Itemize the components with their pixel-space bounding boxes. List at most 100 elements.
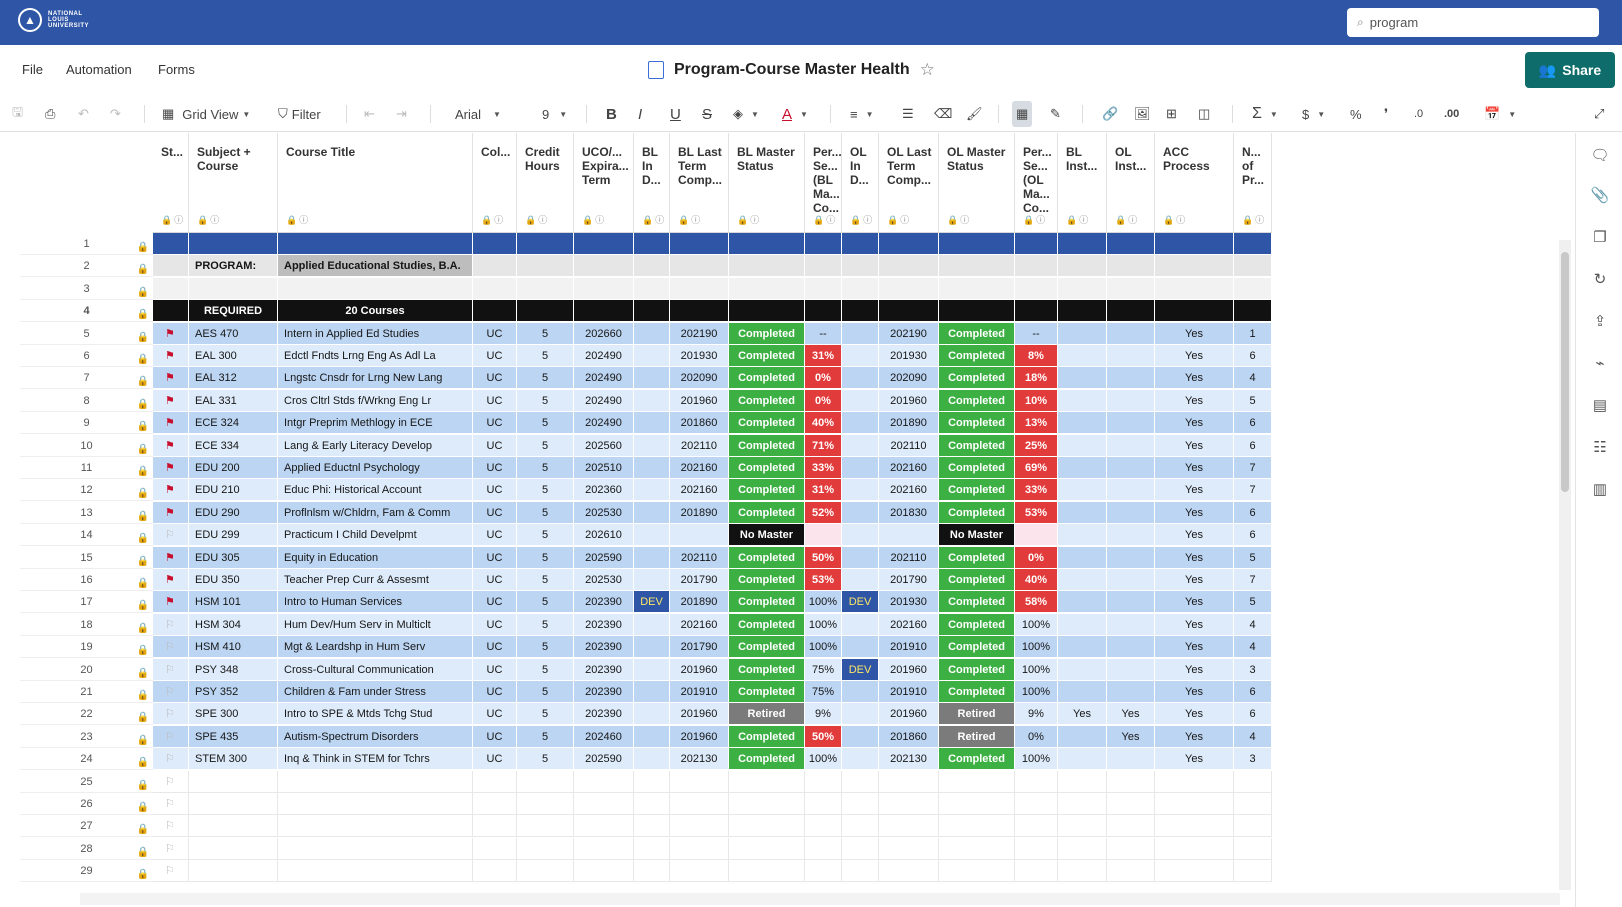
cell-olmaster[interactable]: Completed xyxy=(939,546,1015,569)
cell-perbl[interactable]: 0% xyxy=(805,367,842,390)
cell-olin[interactable] xyxy=(842,322,879,345)
row-number[interactable]: 28 🔒 xyxy=(20,838,153,860)
link-icon[interactable]: 🔗 xyxy=(1102,106,1119,121)
highlight-icon[interactable]: ✎ xyxy=(1050,106,1061,121)
cell-acc[interactable] xyxy=(1155,300,1234,323)
cell-perbl[interactable]: 75% xyxy=(805,658,842,681)
cell-credit[interactable]: 5 xyxy=(517,524,574,547)
cell-blin[interactable] xyxy=(634,501,670,524)
cell-olmaster[interactable] xyxy=(939,277,1015,300)
cell-credit[interactable]: 5 xyxy=(517,546,574,569)
empty-flag-icon[interactable]: ⚐ xyxy=(153,681,189,703)
cell-bllast[interactable]: 202160 xyxy=(670,457,729,479)
cell-num[interactable] xyxy=(1234,277,1272,300)
row-number[interactable]: 1 🔒 xyxy=(20,233,153,255)
cell-ollast[interactable] xyxy=(879,255,939,278)
cell-subject[interactable]: PSY 352 xyxy=(189,681,278,703)
cell-credit[interactable] xyxy=(517,255,574,278)
cell-subject[interactable]: PROGRAM: xyxy=(189,255,278,278)
cell-ollast[interactable]: 201930 xyxy=(879,345,939,367)
cell-num[interactable]: 6 xyxy=(1234,703,1272,726)
filter-button[interactable]: ⛉ Filter xyxy=(278,96,321,132)
print-icon[interactable]: ⎙ xyxy=(45,106,56,121)
cell-olin[interactable] xyxy=(842,524,879,547)
cell-acc[interactable]: Yes xyxy=(1155,524,1234,547)
row-number[interactable]: 27 🔒 xyxy=(20,815,153,838)
row-number[interactable]: 21 🔒 xyxy=(20,681,153,703)
publish-icon[interactable]: ⇪ xyxy=(1593,313,1607,330)
cell-blin[interactable] xyxy=(634,569,670,591)
cell-uco[interactable]: 202530 xyxy=(574,569,634,591)
cell-perbl[interactable] xyxy=(805,233,842,255)
save-icon[interactable]: 🖫 xyxy=(12,104,24,119)
cell-credit[interactable] xyxy=(517,277,574,300)
cell-num[interactable]: 5 xyxy=(1234,389,1272,412)
cell-ollast[interactable] xyxy=(879,860,939,883)
cell-uco[interactable]: 202590 xyxy=(574,748,634,771)
cell-bllast[interactable]: 201960 xyxy=(670,725,729,748)
row-number[interactable]: 25 🔒 xyxy=(20,771,153,793)
cell-olinst[interactable] xyxy=(1107,300,1155,323)
cell-subject[interactable]: HSM 410 xyxy=(189,636,278,659)
cell-olin[interactable] xyxy=(842,345,879,367)
cell-olin[interactable] xyxy=(842,277,879,300)
cell-olin[interactable] xyxy=(842,255,879,278)
document-title[interactable]: Program-Course Master Health xyxy=(674,61,910,78)
cell-bllast[interactable] xyxy=(670,793,729,815)
bold-icon[interactable]: B xyxy=(606,105,617,123)
cell-perbl[interactable] xyxy=(805,300,842,323)
cell-col[interactable]: UC xyxy=(473,613,517,636)
cell-col[interactable] xyxy=(473,793,517,815)
cell-subject[interactable]: EAL 300 xyxy=(189,345,278,367)
cell-uco[interactable]: 202390 xyxy=(574,703,634,726)
row-number[interactable]: 16 🔒 xyxy=(20,569,153,591)
red-flag-icon[interactable]: ⚑ xyxy=(153,412,189,435)
cell-olin[interactable] xyxy=(842,748,879,771)
attachments-icon[interactable]: 📎 xyxy=(1590,187,1610,204)
cell-credit[interactable]: 5 xyxy=(517,389,574,412)
cell-st[interactable] xyxy=(153,255,189,278)
cell-blmaster[interactable] xyxy=(729,233,805,255)
cell-ollast[interactable]: 201790 xyxy=(879,569,939,591)
cell-title[interactable]: Inq & Think in STEM for Tchrs xyxy=(278,748,473,771)
cell-blmaster[interactable] xyxy=(729,837,805,860)
cell-olin[interactable] xyxy=(842,569,879,591)
favorite-star-icon[interactable]: ☆ xyxy=(919,60,935,79)
eraser-icon[interactable]: ⌫ xyxy=(934,106,953,121)
column-header-bllast[interactable]: BL Last Term Comp... 🔒ⓘ xyxy=(670,133,729,233)
empty-flag-icon[interactable]: ⚐ xyxy=(153,725,189,748)
cell-bllast[interactable]: 201890 xyxy=(670,501,729,524)
cell-blin[interactable]: DEV xyxy=(634,591,670,614)
cell-subject[interactable] xyxy=(189,770,278,793)
cell-perbl[interactable]: 50% xyxy=(805,546,842,569)
share-button[interactable]: 👥 Share xyxy=(1525,52,1615,88)
cell-olin[interactable] xyxy=(842,233,879,255)
cell-num[interactable]: 4 xyxy=(1234,613,1272,636)
cell-blinst[interactable] xyxy=(1058,322,1107,345)
cell-perol[interactable] xyxy=(1015,815,1058,838)
grid-view-dropdown[interactable]: ▦ Grid View ▼ xyxy=(162,96,250,132)
cell-num[interactable]: 4 xyxy=(1234,725,1272,748)
cell-blinst[interactable] xyxy=(1058,569,1107,591)
cell-col[interactable] xyxy=(473,860,517,883)
cell-ollast[interactable]: 202110 xyxy=(879,546,939,569)
cell-title[interactable]: Cross-Cultural Communication xyxy=(278,658,473,681)
red-flag-icon[interactable]: ⚑ xyxy=(153,546,189,569)
cell-credit[interactable] xyxy=(517,793,574,815)
red-flag-icon[interactable]: ⚑ xyxy=(153,434,189,457)
cell-blin[interactable] xyxy=(634,277,670,300)
cell-blmaster[interactable] xyxy=(729,770,805,793)
cell-subject[interactable]: EDU 290 xyxy=(189,501,278,524)
cell-title[interactable]: Hum Dev/Hum Serv in Multiclt xyxy=(278,613,473,636)
cell-olmaster[interactable]: Retired xyxy=(939,703,1015,726)
cell-olin[interactable]: DEV xyxy=(842,658,879,681)
cell-perbl[interactable] xyxy=(805,277,842,300)
cell-acc[interactable] xyxy=(1155,233,1234,255)
cell-subject[interactable] xyxy=(189,815,278,838)
red-flag-icon[interactable]: ⚑ xyxy=(153,367,189,390)
empty-flag-icon[interactable]: ⚐ xyxy=(153,613,189,636)
cell-uco[interactable] xyxy=(574,837,634,860)
cell-credit[interactable]: 5 xyxy=(517,479,574,502)
cell-acc[interactable]: Yes xyxy=(1155,613,1234,636)
cell-subject[interactable] xyxy=(189,277,278,300)
